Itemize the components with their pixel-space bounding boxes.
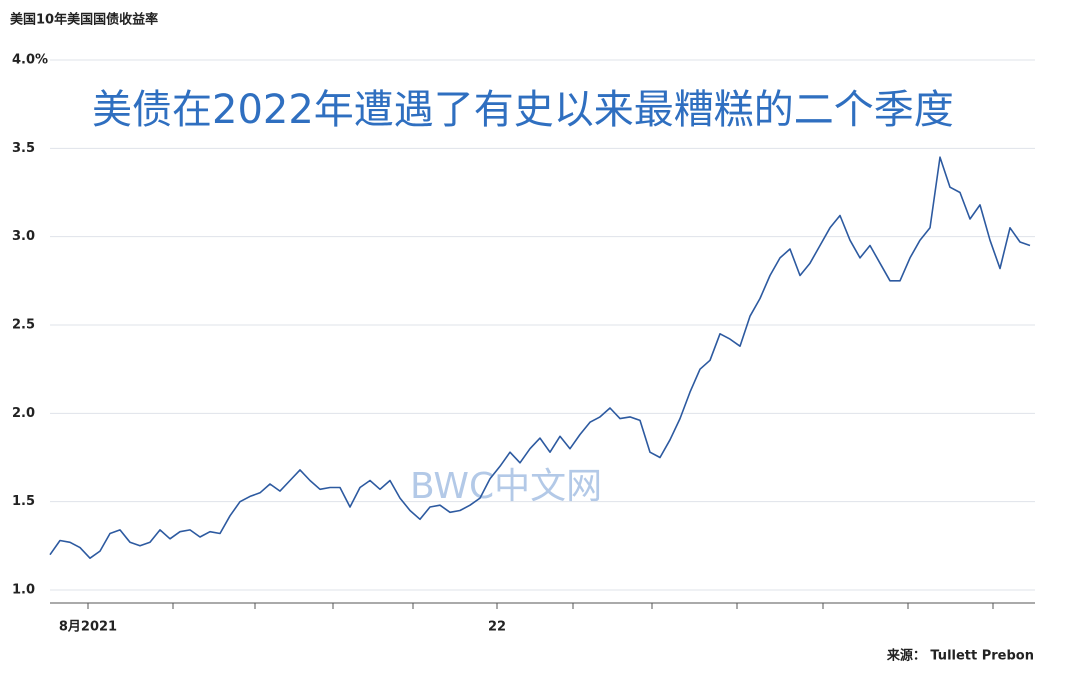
x-tick-label: 22 <box>488 620 506 635</box>
y-tick-label: 2.0 <box>12 406 35 421</box>
chart-title: 美国10年美国国债收益率 <box>10 12 158 28</box>
y-tick-label: 1.0 <box>12 583 35 598</box>
y-tick-label: 1.5 <box>12 494 35 509</box>
y-tick-label: 4.0% <box>12 53 48 68</box>
line <box>49 156 1031 559</box>
y-tick-label: 2.5 <box>12 318 35 333</box>
y-tick-label: 3.0 <box>12 229 35 244</box>
source: 来源： Tullett Prebon <box>886 648 1034 664</box>
x-tick-label: 8月2021 <box>59 620 117 635</box>
y-tick-label: 3.5 <box>12 141 35 156</box>
headline: 美债在2022年遭遇了有史以来最糟糕的二个季度 <box>92 87 954 133</box>
watermark: BWC中文网 <box>410 466 602 507</box>
